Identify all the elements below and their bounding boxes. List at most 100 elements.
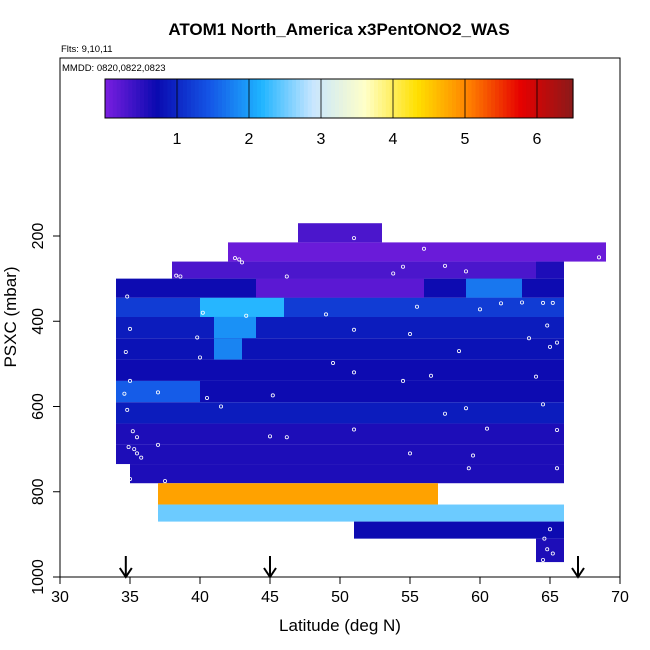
arrow-marker-head (571, 567, 585, 579)
colorbar-segment (136, 79, 141, 118)
colorbar-segment (229, 79, 235, 118)
sample-point (281, 236, 286, 241)
dates-label: MMDD: 0820,0822,0823 (62, 63, 166, 74)
sample-point (239, 260, 244, 265)
sample-point (583, 391, 588, 396)
sample-point (534, 374, 539, 379)
colorbar-segment (249, 79, 254, 118)
x-tick-label: 55 (401, 589, 419, 606)
colorbar-segment (420, 79, 426, 118)
colorbar-segment (128, 79, 133, 118)
colorbar-segment (120, 79, 126, 118)
sample-point (218, 404, 223, 409)
sample-point (555, 466, 560, 471)
sample-point (456, 349, 461, 354)
sample-point (541, 402, 546, 407)
x-tick-label: 30 (51, 589, 69, 606)
colorbar-segment (510, 79, 516, 118)
colorbar-segment (303, 79, 309, 118)
sample-point (351, 236, 356, 241)
sample-point (576, 452, 581, 457)
colorbar-segment (268, 79, 274, 118)
sample-point (127, 476, 132, 481)
colorbar-segment (183, 79, 188, 118)
sample-point (484, 426, 489, 431)
colorbar-segment (413, 79, 418, 118)
colorbar-segment (526, 79, 531, 118)
sample-point (555, 340, 560, 345)
sample-point (232, 256, 237, 261)
heatmap-cells (116, 223, 606, 563)
colorbar-segment (319, 79, 324, 118)
colorbar-segment (378, 79, 383, 118)
sample-point (134, 451, 139, 456)
sample-point (351, 327, 356, 332)
sample-point (548, 527, 553, 532)
colorbar-segment (253, 79, 258, 118)
colorbar-segment (463, 79, 469, 118)
colorbar: 1 2 3 4 5 6 (104, 78, 574, 148)
colorbar-segment (506, 79, 512, 118)
sample-point (542, 536, 547, 541)
colorbar-segment (534, 79, 539, 118)
colorbar-segment (424, 79, 430, 118)
sample-point (244, 313, 249, 318)
colorbar-segment (342, 79, 348, 118)
colorbar-segment (202, 79, 207, 118)
colorbar-segment (108, 79, 114, 118)
chart-title: ATOM1 North_America x3PentONO2_WAS (168, 20, 509, 39)
colorbar-segment (354, 79, 360, 118)
colorbar-segment (498, 79, 504, 118)
colorbar-segment (300, 79, 305, 118)
colorbar-segment (448, 79, 453, 118)
colorbar-segment (124, 79, 129, 118)
colorbar-segment (541, 79, 547, 118)
heatmap-cell (116, 423, 564, 445)
colorbar-segment (428, 79, 434, 118)
colorbar-segment (105, 79, 110, 118)
colorbar-segment (358, 79, 363, 118)
colorbar-tick-label: 5 (461, 131, 470, 148)
sample-point (461, 487, 466, 492)
sample-point (132, 447, 137, 452)
colorbar-segment (417, 79, 422, 118)
heatmap-cell (200, 297, 284, 317)
sample-point (580, 352, 585, 357)
y-tick-label: 600 (30, 393, 47, 420)
colorbar-segment (335, 79, 340, 118)
colorbar-frame (104, 78, 574, 119)
colorbar-segment (471, 79, 477, 118)
x-tick-label: 45 (261, 589, 279, 606)
sample-point (330, 361, 335, 366)
colorbar-segment (323, 79, 328, 118)
colorbar-segment (147, 79, 153, 118)
colorbar-segment (155, 79, 161, 118)
sample-point (270, 393, 275, 398)
sample-point (527, 336, 532, 341)
colorbar-segment (561, 79, 566, 118)
colorbar-segment (179, 79, 184, 118)
colorbar-segment (549, 79, 555, 118)
colorbar-tick-label: 6 (533, 131, 542, 148)
sample-point (162, 479, 167, 484)
sample-point (351, 427, 356, 432)
heatmap-cell (298, 223, 382, 243)
colorbar-segment (311, 79, 317, 118)
colorbar-segment (327, 79, 332, 118)
colorbar-segment (151, 79, 157, 118)
colorbar-segment (346, 79, 352, 118)
colorbar-tick-label: 3 (317, 131, 326, 148)
sample-point (130, 487, 135, 492)
colorbar-segment (315, 79, 321, 118)
colorbar-segment (214, 79, 219, 118)
colorbar-segment (475, 79, 480, 118)
colorbar-segment (237, 79, 243, 118)
colorbar-segment (514, 79, 519, 118)
colorbar-segment (186, 79, 192, 118)
y-tick-label: 1000 (30, 559, 47, 595)
sample-point (200, 310, 205, 315)
colorbar-segment (140, 79, 145, 118)
colorbar-segment (432, 79, 438, 118)
y-tick-label: 400 (30, 308, 47, 335)
sample-point (155, 390, 160, 395)
